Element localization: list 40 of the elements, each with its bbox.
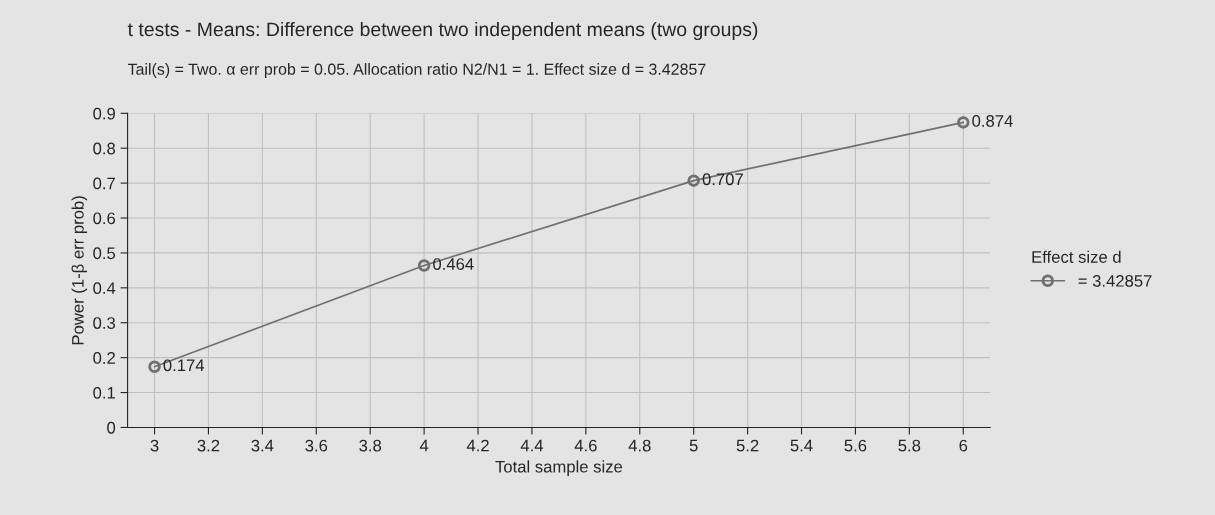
x-tick-label: 4.2 — [466, 439, 489, 452]
x-tick-label: 3.6 — [305, 439, 328, 452]
data-label: 0.174 — [163, 359, 205, 372]
y-axis-title: Power (1-β err prob) — [71, 196, 88, 345]
point — [687, 174, 700, 187]
x-tick-label: 4.8 — [628, 439, 651, 452]
chart-title: t tests - Means: Difference between two independent means (two groups) — [127, 21, 758, 41]
y-tick-label: 0.2 — [93, 352, 115, 364]
x-tick-label: 3.4 — [251, 439, 274, 452]
y-tick-label: 0.1 — [93, 386, 115, 399]
y-tick-label: 0.3 — [93, 317, 116, 329]
y-tick-label: 0 — [107, 421, 116, 434]
y-tick-label: 0.6 — [93, 212, 116, 225]
x-tick-label: 5.8 — [898, 439, 921, 452]
x-tick-label: 5.4 — [790, 439, 813, 452]
data-label: 0.464 — [433, 258, 474, 270]
x-tick-label: 3.8 — [359, 439, 382, 452]
x-axis-title: Total sample size — [495, 460, 623, 476]
x-tick-label: 3 — [150, 439, 159, 452]
y-tick-label: 0.9 — [93, 107, 115, 120]
x-tick-label: 3.2 — [197, 439, 220, 452]
data-label: 0.707 — [702, 173, 743, 186]
y-tick-label: 0.7 — [93, 177, 115, 190]
point — [148, 360, 161, 373]
point — [417, 259, 431, 272]
x-tick-label: 4 — [419, 439, 429, 452]
x-tick-label: 6 — [959, 439, 968, 452]
chart-subtitle: Tail(s) = Two. α err prob = 0.05. Allocation ratio N2/N1 = 1. Effect size d = 3.42857 — [127, 63, 706, 78]
data-label: 0.874 — [972, 115, 1013, 127]
x-tick-label: 5.2 — [736, 439, 759, 452]
legend-label: = 3.42857 — [1078, 274, 1152, 287]
y-tick-label: 0.4 — [93, 282, 116, 295]
x-tick-label: 4.6 — [574, 439, 597, 452]
x-tick-label: 5 — [689, 439, 698, 452]
y-tick-label: 0.5 — [93, 247, 116, 260]
x-tick-label: 4.4 — [520, 439, 544, 452]
point — [957, 116, 970, 129]
legend-title: Effect size d — [1032, 250, 1121, 263]
x-tick-label: 5.6 — [844, 439, 867, 452]
y-tick-label: 0.8 — [93, 142, 116, 155]
